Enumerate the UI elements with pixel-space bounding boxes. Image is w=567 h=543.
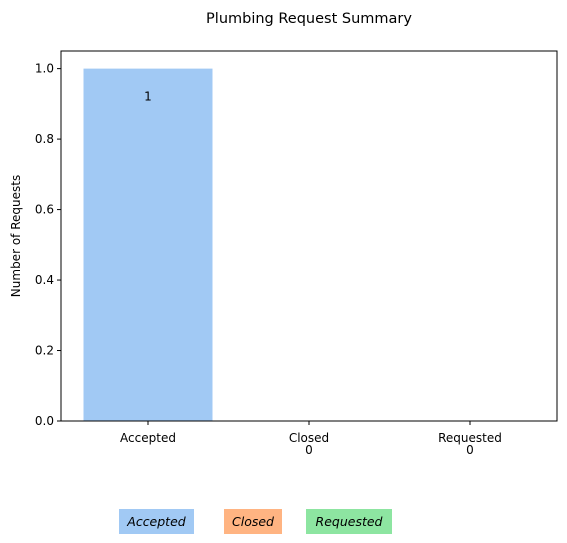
- x-tick-label-closed: Closed: [289, 431, 329, 445]
- bars-layer: [83, 68, 213, 421]
- y-tick-label: 0.4: [35, 273, 54, 287]
- y-tick-label: 0.6: [35, 203, 54, 217]
- legend-item-accepted: Accepted: [119, 509, 194, 534]
- legend-swatch: [306, 509, 392, 534]
- legend-swatch: [119, 509, 194, 534]
- y-tick-label: 0.2: [35, 344, 54, 358]
- legend-item-requested: Requested: [306, 509, 392, 534]
- legend-label: Accepted: [126, 514, 186, 529]
- y-axis-label: Number of Requests: [9, 175, 23, 297]
- legend-swatch: [224, 509, 282, 534]
- bar-accepted: [83, 68, 213, 421]
- legend: Accepted Closed Requested: [119, 509, 392, 534]
- y-tick-label: 0.0: [35, 414, 54, 428]
- legend-label: Closed: [232, 514, 274, 529]
- legend-item-closed: Closed: [224, 509, 282, 534]
- x-axis: Accepted Closed Requested: [120, 421, 502, 445]
- x-tick-label-accepted: Accepted: [120, 431, 176, 445]
- value-labels-layer: 1 0 0: [144, 90, 474, 457]
- value-label-requested: 0: [466, 443, 474, 457]
- x-tick-label-requested: Requested: [438, 431, 502, 445]
- y-tick-label: 0.8: [35, 132, 54, 146]
- y-axis: 0.0 0.2 0.4 0.6 0.8 1.0: [35, 62, 61, 428]
- y-tick-label: 1.0: [35, 62, 54, 76]
- legend-label: Requested: [316, 514, 383, 529]
- value-label-accepted: 1: [144, 90, 152, 104]
- chart-title: Plumbing Request Summary: [206, 11, 412, 27]
- value-label-closed: 0: [305, 443, 313, 457]
- plot-frame: [60, 50, 558, 422]
